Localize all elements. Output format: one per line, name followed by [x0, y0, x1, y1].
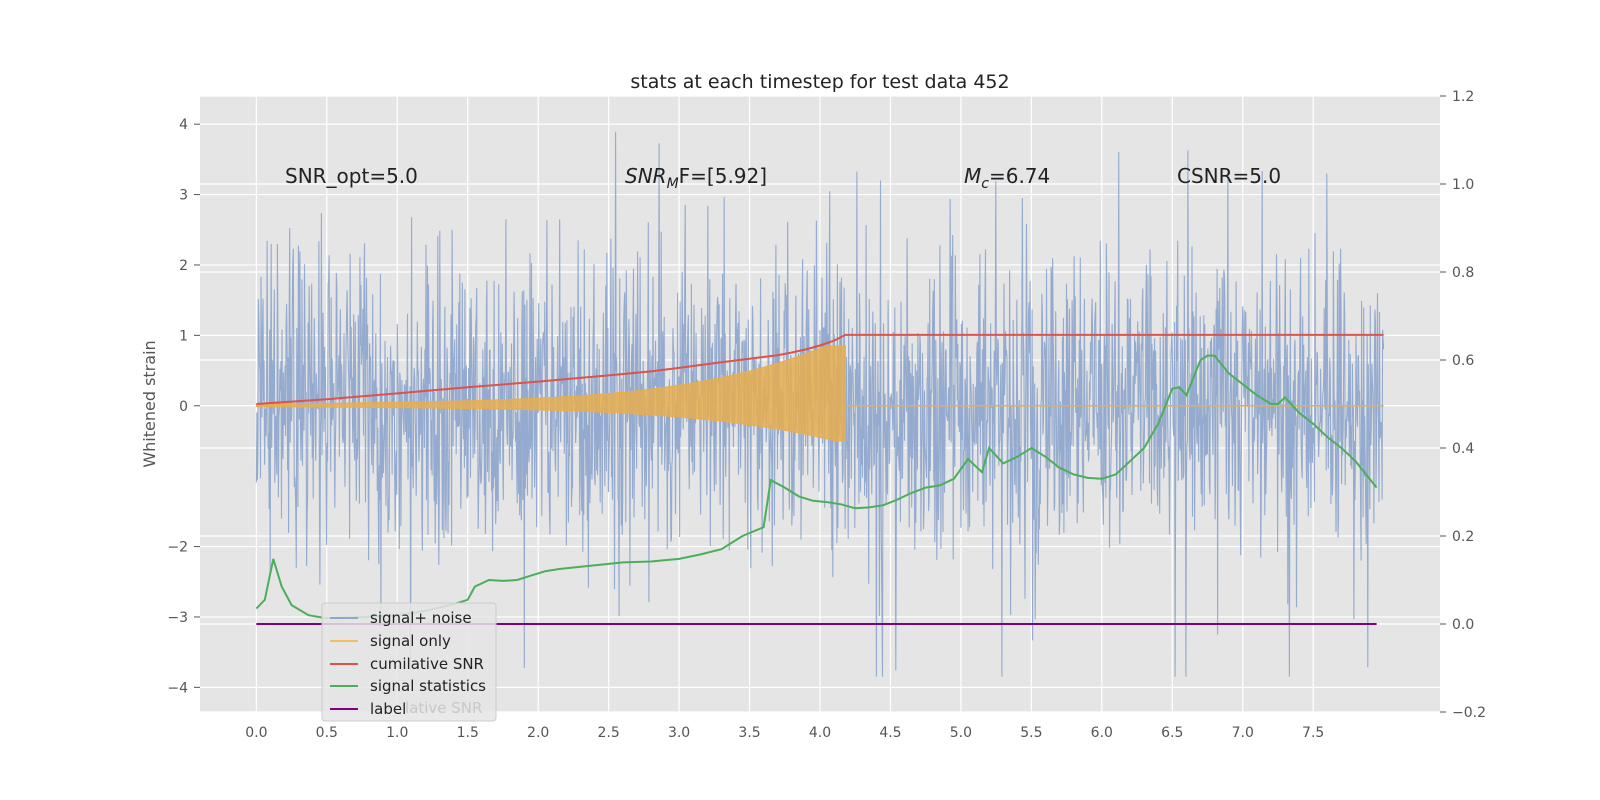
- legend-label-noise: signal+ noise: [370, 609, 472, 627]
- y2-tick-label: 1.0: [1452, 177, 1474, 193]
- y-tick-label: 1: [179, 328, 188, 344]
- annotation-csnr: CSNR=5.0: [1177, 164, 1281, 188]
- x-tick-label: 4.0: [809, 725, 831, 741]
- y2-tick-label: 0.2: [1452, 529, 1474, 545]
- x-tick-label: 6.0: [1091, 725, 1113, 741]
- y-tick-label: 0: [179, 399, 188, 415]
- signal-statistics-line: [255, 354, 1378, 620]
- x-tick-label: 5.0: [950, 725, 972, 741]
- y2-tick-label: 0.4: [1452, 441, 1474, 457]
- y2-tick-label: 0.8: [1452, 265, 1474, 281]
- x-tick-label: 1.0: [386, 725, 408, 741]
- y2-tick-label: 0.0: [1452, 617, 1474, 633]
- y2-tick-label: 1.2: [1452, 89, 1474, 105]
- x-tick-label: 7.5: [1302, 725, 1324, 741]
- x-tick-label: 4.5: [879, 725, 901, 741]
- y2-tick-label: 0.6: [1452, 353, 1474, 369]
- annotation-snr-opt: SNR_opt=5.0: [285, 164, 418, 188]
- y-axis-label: Whitened strain: [140, 340, 159, 467]
- legend-box: [321, 602, 497, 722]
- legend-label-cumulative: cumilative SNR: [370, 655, 484, 673]
- x-tick-label: 3.0: [668, 725, 690, 741]
- y-tick-label: 3: [179, 188, 188, 204]
- x-tick-label: 7.0: [1232, 725, 1254, 741]
- annotation-snr-mf: SNRMF=[5.92]: [625, 164, 767, 192]
- chart-title: stats at each timestep for test data 452: [630, 71, 1009, 93]
- y-tick-label: 4: [179, 117, 188, 133]
- annotation-mc-sub: c: [981, 176, 989, 192]
- cumulative-snr-line: [256, 333, 1384, 405]
- legend: lative SNR signal+ noise signal only cum…: [321, 602, 497, 722]
- x-tick-label: 5.5: [1020, 725, 1042, 741]
- annotation-snr-mf-rest: F=[5.92]: [679, 164, 767, 188]
- y2-tick-label: −0.2: [1452, 705, 1486, 721]
- noise-line: [255, 131, 1385, 677]
- x-tick-label: 3.5: [738, 725, 760, 741]
- annotation-mc-main: M: [964, 164, 981, 188]
- legend-label-statistics: signal statistics: [370, 677, 486, 695]
- y-tick-label: −2: [167, 540, 188, 556]
- x-tick-label: 2.0: [527, 725, 549, 741]
- annotation-mc: Mc=6.74: [964, 164, 1050, 192]
- legend-ghost-text: lative SNR: [405, 699, 482, 717]
- x-tick-label: 0.5: [316, 725, 338, 741]
- legend-label-label: label: [370, 700, 406, 718]
- annotation-snr-mf-main: SNR: [625, 164, 667, 188]
- x-tick-label: 0.0: [245, 725, 267, 741]
- x-tick-label: 6.5: [1161, 725, 1183, 741]
- annotation-mc-rest: =6.74: [989, 164, 1050, 188]
- legend-label-signal: signal only: [370, 632, 451, 650]
- annotation-snr-mf-sub: M: [667, 176, 679, 192]
- y-tick-label: −3: [167, 610, 188, 626]
- signal-chirp: [255, 345, 846, 442]
- series-signal-noise: [255, 131, 1385, 677]
- x-tick-label: 2.5: [598, 725, 620, 741]
- x-tick-label: 1.5: [457, 725, 479, 741]
- y-tick-label: −4: [167, 680, 188, 696]
- y-tick-label: 2: [179, 258, 188, 274]
- axis-ticks: 0.0 0.5 1.0 1.5 2.0 2.5 3.0 3.5 4.0 4.5 5.0 5.5 6.0 6…: [167, 89, 1486, 741]
